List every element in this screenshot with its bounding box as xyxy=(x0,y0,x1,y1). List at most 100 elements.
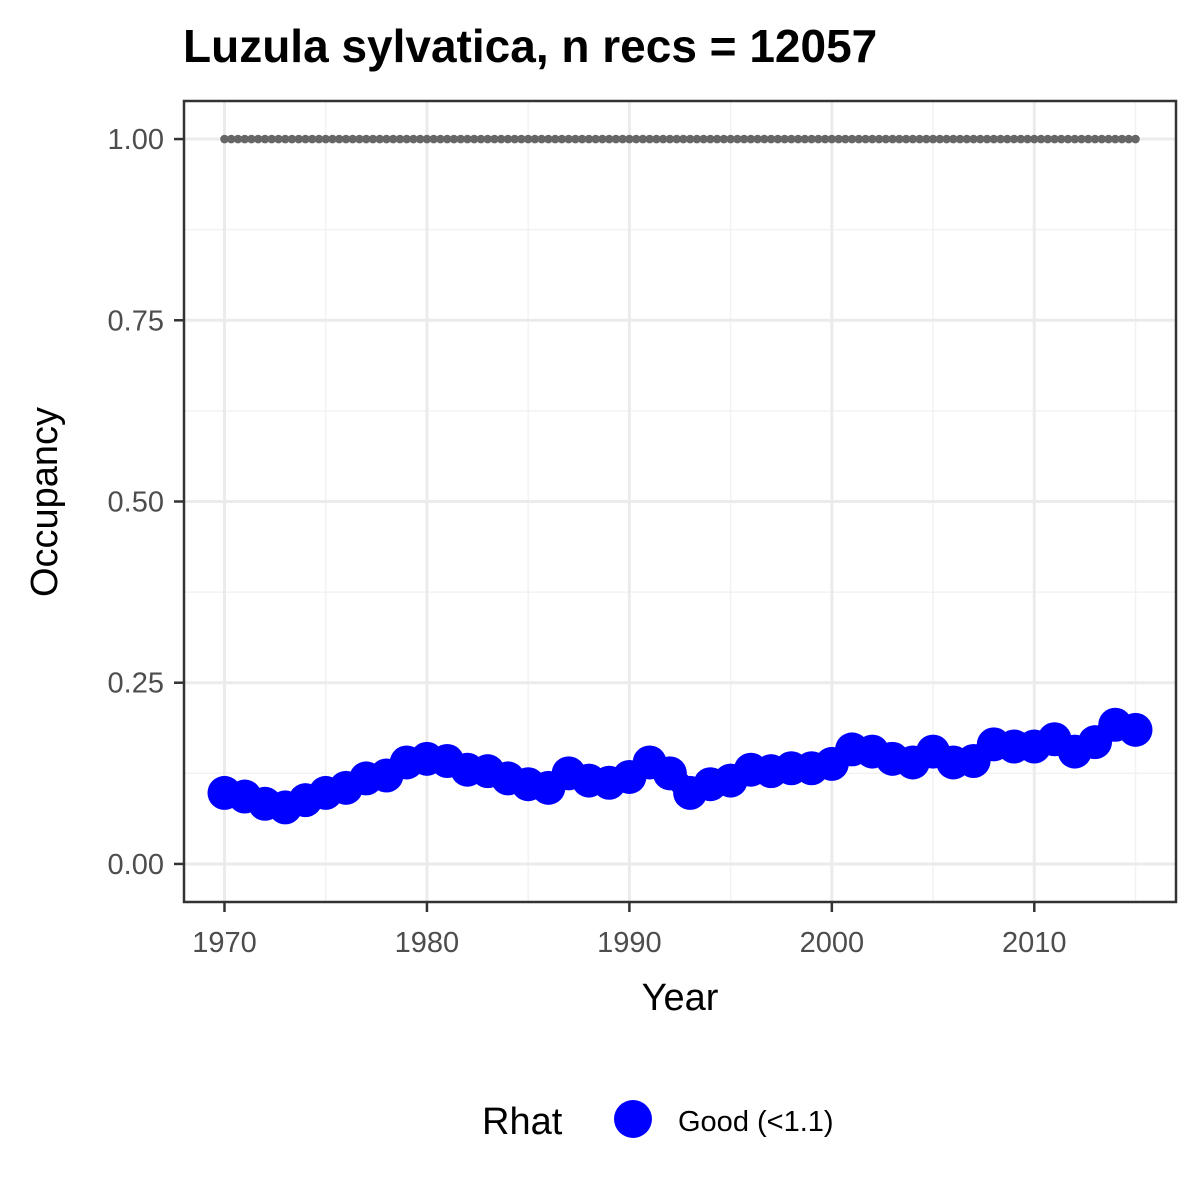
reference-dot xyxy=(955,134,965,144)
reference-dot xyxy=(922,134,931,144)
reference-dot xyxy=(1029,134,1039,144)
reference-dot xyxy=(766,134,776,144)
reference-dot xyxy=(557,134,567,144)
reference-dot xyxy=(220,134,229,144)
reference-dot xyxy=(982,134,992,144)
reference-dot xyxy=(841,134,850,144)
reference-dot xyxy=(604,134,614,144)
reference-dot xyxy=(834,134,843,144)
reference-dot xyxy=(456,134,465,144)
reference-dot xyxy=(591,134,600,144)
reference-dot xyxy=(672,134,681,144)
reference-dot xyxy=(294,134,304,144)
reference-dot xyxy=(881,134,891,144)
reference-dot xyxy=(1036,134,1046,144)
reference-dot xyxy=(975,134,985,144)
reference-dot xyxy=(240,134,250,144)
reference-dot xyxy=(780,134,789,144)
reference-dot xyxy=(361,134,371,144)
reference-dot xyxy=(517,134,526,144)
reference-dot xyxy=(1104,134,1113,144)
chart-title: Luzula sylvatica, n recs = 12057 xyxy=(183,20,877,72)
reference-dot xyxy=(247,134,256,144)
reference-dot xyxy=(436,134,445,144)
reference-dot xyxy=(307,134,317,144)
reference-dot xyxy=(375,134,385,144)
y-tick-label: 0.50 xyxy=(108,487,164,519)
reference-dot xyxy=(1077,134,1086,144)
reference-dot xyxy=(854,134,864,144)
reference-dot xyxy=(598,134,607,144)
reference-dot xyxy=(1016,134,1026,144)
y-tick-label: 0.25 xyxy=(108,668,164,700)
y-tick-label: 1.00 xyxy=(108,124,164,156)
reference-dot xyxy=(233,134,243,144)
reference-dot xyxy=(537,134,546,144)
reference-dot xyxy=(996,134,1005,144)
reference-dot xyxy=(314,134,324,144)
reference-dot xyxy=(645,134,654,144)
reference-dot xyxy=(409,134,418,144)
reference-dot xyxy=(1124,134,1134,144)
reference-dot xyxy=(577,134,587,144)
reference-dot xyxy=(1063,134,1073,144)
reference-dot xyxy=(746,134,756,144)
reference-dot xyxy=(814,134,823,144)
reference-dot xyxy=(739,134,749,144)
reference-dot xyxy=(733,134,742,144)
legend-key-good xyxy=(614,1100,652,1138)
reference-dot xyxy=(861,134,870,144)
reference-dot xyxy=(260,134,270,144)
reference-dot xyxy=(874,134,884,144)
legend: Rhat Good (<1.1) xyxy=(482,1100,834,1143)
reference-dot xyxy=(415,134,425,144)
reference-dot xyxy=(463,134,472,144)
reference-dot xyxy=(571,134,580,144)
reference-dot xyxy=(301,134,310,144)
legend-label-good: Good (<1.1) xyxy=(678,1106,834,1138)
reference-dot xyxy=(469,134,479,144)
reference-dot xyxy=(523,134,533,144)
reference-dot xyxy=(334,134,344,144)
reference-dot xyxy=(726,134,735,144)
reference-dot xyxy=(969,134,978,144)
reference-dot xyxy=(226,134,236,144)
reference-dot xyxy=(787,134,796,144)
y-tick-label: 0.75 xyxy=(108,305,164,337)
reference-dot xyxy=(1023,134,1032,144)
reference-dot xyxy=(1090,134,1100,144)
reference-dot xyxy=(429,134,438,144)
reference-dot xyxy=(665,134,675,144)
reference-dot xyxy=(699,134,708,144)
reference-dot xyxy=(422,134,432,144)
x-tick-label: 2010 xyxy=(1002,927,1067,959)
x-tick-label: 1980 xyxy=(395,927,460,959)
reference-dot xyxy=(652,134,661,144)
reference-dot xyxy=(388,134,398,144)
reference-dot xyxy=(942,134,951,144)
reference-dot xyxy=(706,134,715,144)
reference-dot xyxy=(847,134,857,144)
x-axis-title: Year xyxy=(642,977,719,1019)
x-tick-label: 1970 xyxy=(192,927,257,959)
reference-dot xyxy=(328,134,337,144)
reference-dot xyxy=(442,134,452,144)
reference-dot xyxy=(1043,134,1053,144)
x-axis: 1970 1980 1990 2000 2010 xyxy=(192,902,1067,959)
reference-dot xyxy=(679,134,688,144)
reference-dot xyxy=(1131,134,1140,144)
reference-dot xyxy=(928,134,938,144)
reference-dot xyxy=(1110,134,1120,144)
reference-dot xyxy=(773,134,783,144)
reference-dot xyxy=(935,134,945,144)
reference-dot xyxy=(1050,134,1059,144)
reference-dot xyxy=(685,134,695,144)
reference-dot xyxy=(1002,134,1012,144)
reference-dot xyxy=(550,134,560,144)
reference-dot xyxy=(1070,134,1080,144)
reference-dot xyxy=(395,134,405,144)
reference-dot xyxy=(449,134,459,144)
y-axis-title: Occupancy xyxy=(24,407,66,597)
reference-dot xyxy=(1097,134,1107,144)
